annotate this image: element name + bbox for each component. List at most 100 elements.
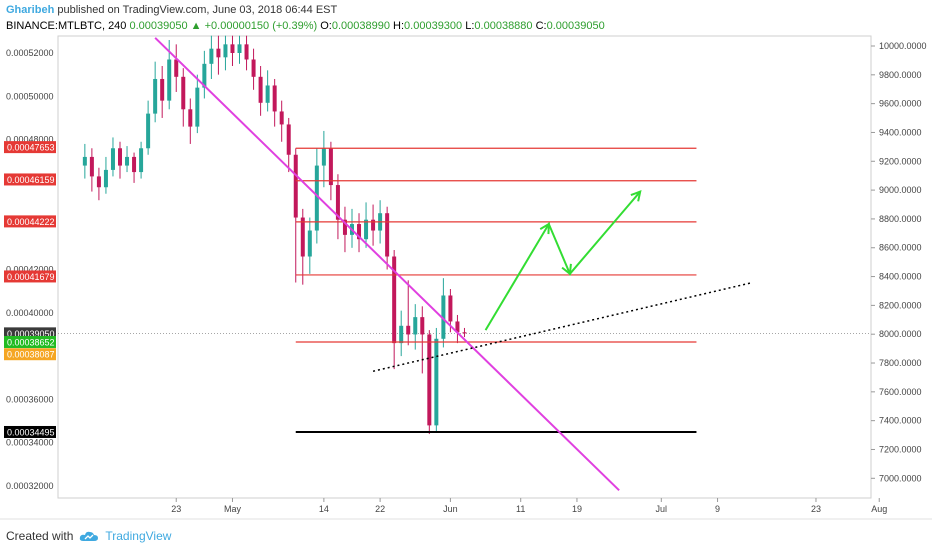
right-axis-tick: 10000.0000 — [879, 41, 927, 51]
right-axis-tick: 7200.0000 — [879, 444, 922, 454]
price-badge — [4, 215, 56, 228]
candle-body — [293, 154, 298, 218]
candle-body — [146, 113, 151, 149]
candle-body — [385, 213, 390, 257]
x-axis-tick: 22 — [375, 504, 385, 514]
candle-body — [427, 334, 432, 426]
left-axis-tick: 0.00032000 — [6, 481, 54, 491]
candle-body — [272, 85, 277, 112]
price-badge — [4, 173, 56, 186]
last-price: 0.00039050 — [129, 20, 188, 32]
left-axis-tick: 0.00048000 — [6, 135, 54, 145]
created-with-label: Created with — [6, 529, 74, 543]
candle-body — [265, 85, 270, 103]
candle-body — [174, 59, 179, 77]
candle-body — [357, 224, 362, 240]
symbol-label: BINANCE:MTLBTC, 240 — [6, 20, 127, 32]
candle-body — [132, 156, 137, 173]
ohlc-legend: BINANCE:MTLBTC, 240 0.00039050 ▲ +0.0000… — [6, 19, 605, 33]
publish-header: Gharibeh published on TradingView.com, J… — [6, 3, 337, 18]
price-badge-label: 0.00046159 — [7, 175, 55, 185]
right-axis-tick: 9400.0000 — [879, 127, 922, 137]
x-axis-tick: May — [224, 504, 242, 514]
price-badge — [4, 348, 56, 361]
x-axis-tick: Jun — [443, 504, 458, 514]
candle-body — [230, 44, 235, 53]
candle-body — [96, 176, 101, 188]
footer: Created with TradingView — [6, 529, 171, 543]
candle-body — [441, 295, 446, 339]
candle-body — [364, 219, 369, 240]
price-badge-label: 0.00038087 — [7, 350, 55, 360]
candle-body — [125, 156, 130, 166]
projection-path[interactable] — [484, 190, 641, 331]
right-axis-tick: 7800.0000 — [879, 358, 922, 368]
candle-body — [181, 76, 186, 110]
candle-body — [153, 78, 158, 114]
low-label: L: — [465, 20, 475, 32]
candle-body — [160, 78, 165, 101]
right-axis-tick: 8200.0000 — [879, 300, 922, 310]
price-badge-label: 0.00034495 — [7, 427, 55, 437]
candle-body — [448, 295, 453, 322]
right-axis-tick: 8600.0000 — [879, 243, 922, 253]
candle-body — [462, 332, 467, 334]
candle-body — [188, 109, 193, 127]
open-value: 0.00038990 — [331, 20, 390, 32]
high-label: H: — [393, 20, 405, 32]
candle-body — [167, 59, 172, 101]
x-axis-tick: 23 — [171, 504, 181, 514]
price-badge — [4, 425, 56, 438]
left-axis-tick: 0.00036000 — [6, 394, 54, 404]
right-axis-tick: 7400.0000 — [879, 416, 922, 426]
price-badge-label: 0.00039050 — [7, 329, 55, 339]
price-badge-label: 0.00047653 — [7, 143, 55, 153]
right-axis-tick: 9600.0000 — [879, 99, 922, 109]
candle-body — [237, 44, 242, 53]
candle-body — [342, 219, 347, 235]
change-up-icon: ▲ — [190, 20, 202, 32]
price-badge-label: 0.00044222 — [7, 217, 55, 227]
price-badge — [4, 141, 56, 154]
left-axis-tick: 0.00034000 — [6, 438, 54, 448]
right-axis-tick: 8800.0000 — [879, 214, 922, 224]
tradingview-brand[interactable]: TradingView — [105, 529, 172, 543]
candle-body — [202, 63, 207, 88]
close-value: 0.00039050 — [546, 20, 605, 32]
candle-body — [258, 76, 263, 103]
candle-body — [82, 156, 87, 166]
candle-body — [89, 156, 94, 177]
close-label: C: — [535, 20, 547, 32]
price-badge — [4, 335, 56, 348]
right-axis-tick: 8400.0000 — [879, 272, 922, 282]
candle-body — [209, 48, 214, 64]
candle-body — [216, 48, 221, 58]
plot-area — [57, 35, 872, 499]
x-axis-tick: Aug — [871, 504, 887, 514]
descending-trendline[interactable] — [154, 37, 620, 492]
candle-body — [244, 44, 249, 60]
candle-body — [420, 317, 425, 335]
candle-body — [286, 124, 291, 155]
candle-body — [279, 111, 284, 125]
tradingview-cloud-icon — [80, 531, 99, 541]
left-axis-tick: 0.00050000 — [6, 91, 54, 101]
candle-body — [328, 148, 333, 186]
right-axis-tick: 7600.0000 — [879, 387, 922, 397]
projection-arrow-icon — [630, 189, 642, 202]
right-axis-tick: 8000.0000 — [879, 329, 922, 339]
candle-body — [406, 325, 411, 335]
candle-body — [434, 338, 439, 426]
high-value: 0.00039300 — [404, 20, 463, 32]
left-axis-tick: 0.00040000 — [6, 308, 54, 318]
right-axis-tick: 9200.0000 — [879, 156, 922, 166]
candle-body — [314, 165, 319, 231]
x-axis-tick: 9 — [715, 504, 720, 514]
author-name[interactable]: Gharibeh — [6, 4, 55, 16]
left-axis-tick: 0.00042000 — [6, 265, 54, 275]
candle-body — [455, 321, 460, 333]
candle-body — [139, 148, 144, 173]
candle-body — [300, 217, 305, 257]
right-axis-tick: 7000.0000 — [879, 473, 922, 483]
